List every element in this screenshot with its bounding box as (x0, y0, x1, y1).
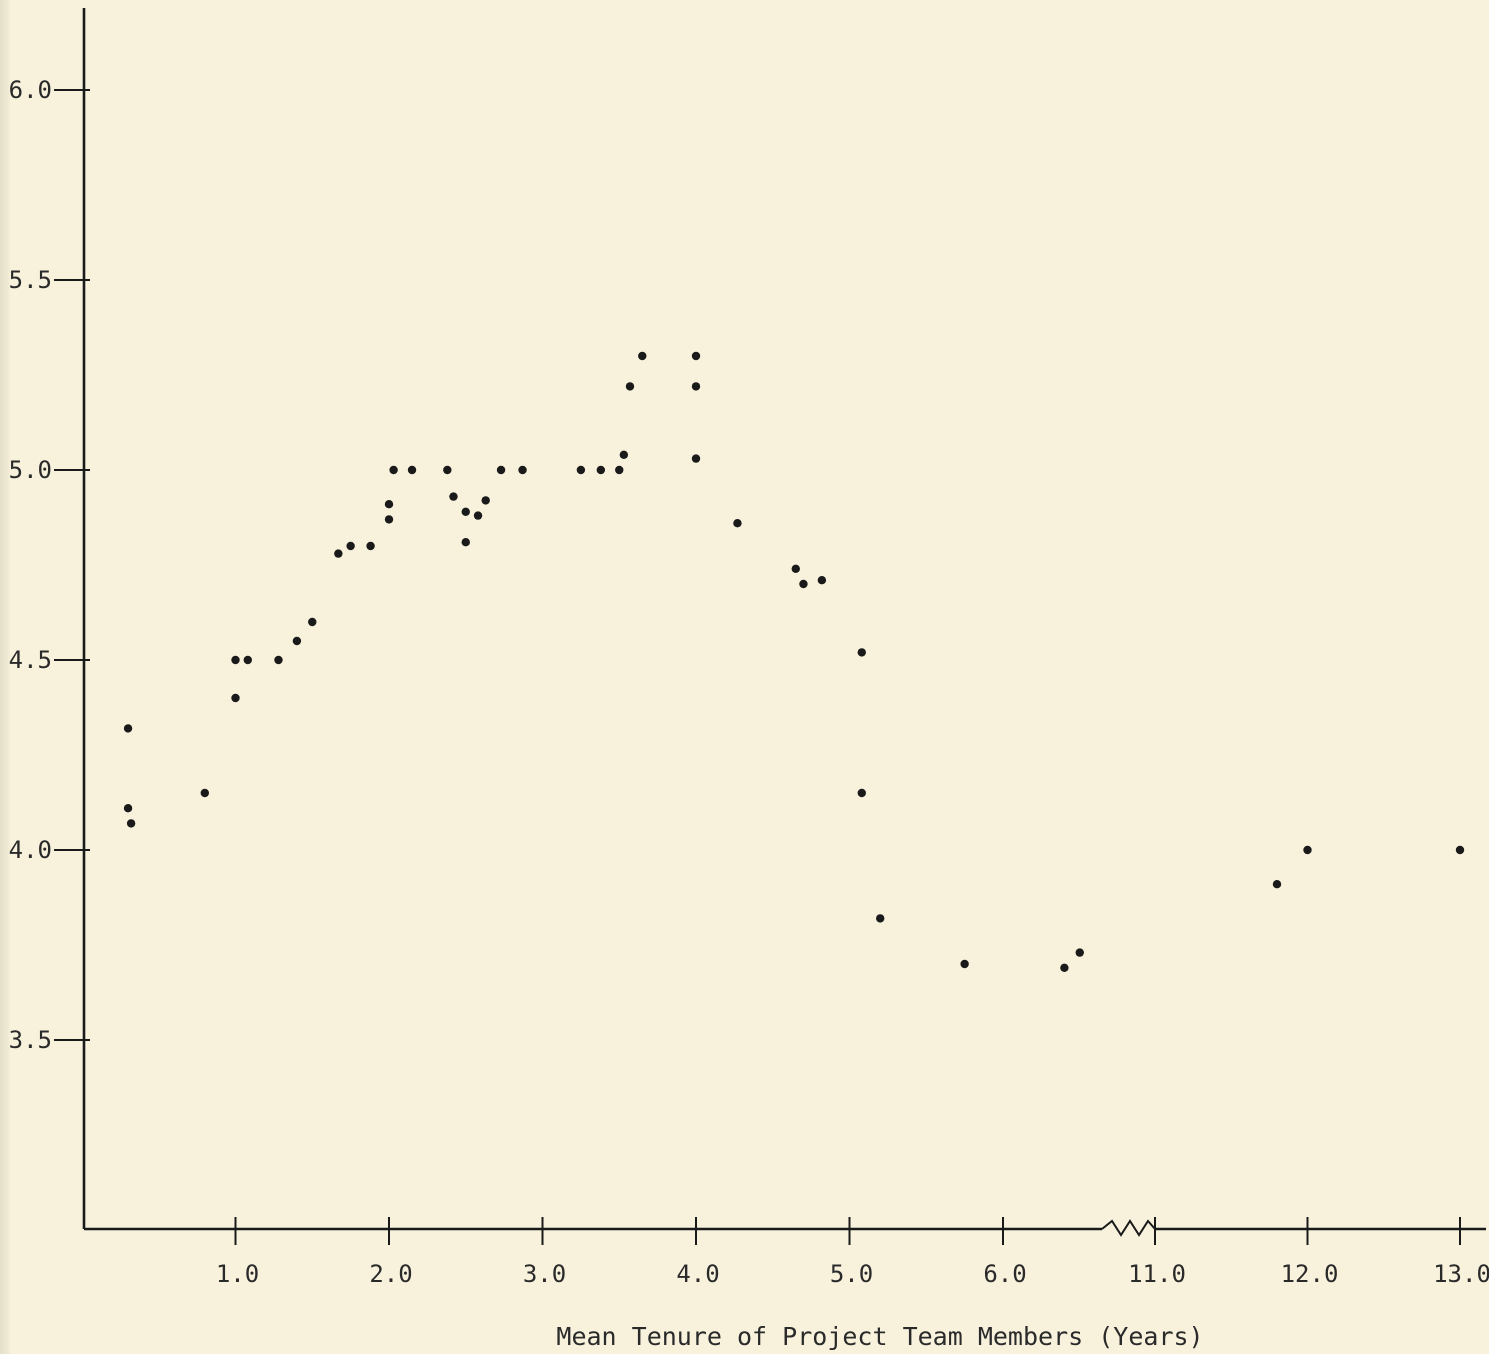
axes (82, 8, 1486, 1237)
data-point (691, 351, 701, 361)
data-point (576, 465, 586, 475)
data-point (384, 515, 394, 524)
x-axis-title: Mean Tenure of Project Team Members (Yea… (556, 1322, 1203, 1351)
scan-edge (0, 0, 10, 1354)
y-tick-label: 4.5 (9, 646, 52, 674)
x-tick-label: 2.0 (369, 1260, 412, 1288)
data-point (857, 648, 866, 657)
data-point (496, 465, 506, 475)
data-point (619, 450, 629, 459)
data-point (243, 655, 252, 665)
data-point (481, 496, 490, 505)
data-points (123, 351, 1465, 972)
data-point (799, 579, 808, 589)
data-point (817, 576, 827, 585)
data-point (126, 819, 136, 828)
data-point (625, 382, 635, 391)
data-point (231, 655, 240, 665)
data-point (274, 655, 283, 665)
data-point (1272, 880, 1282, 889)
data-point (791, 564, 800, 573)
y-axis-ticks: 3.5 4.0 4.5 5.0 5.5 6.0 (9, 76, 90, 1054)
data-point (389, 465, 398, 475)
data-point (443, 465, 452, 475)
x-tick-label: 6.0 (983, 1260, 1026, 1288)
data-point (123, 804, 133, 813)
data-point (518, 465, 527, 475)
x-tick-label: 5.0 (830, 1260, 873, 1288)
data-point (960, 959, 969, 969)
y-tick-label: 6.0 (9, 76, 52, 104)
data-point (596, 465, 606, 475)
x-tick-label: 12.0 (1281, 1260, 1339, 1288)
data-point (334, 549, 343, 558)
data-point (857, 788, 866, 798)
x-tick-label: 4.0 (676, 1260, 719, 1288)
data-point (292, 636, 302, 646)
x-axis-ticks: 1.0 2.0 3.0 4.0 5.0 6.0 11.0 12.0 13.0 (216, 1217, 1489, 1288)
x-tick-label: 3.0 (523, 1260, 566, 1288)
data-point (473, 511, 483, 520)
data-point (461, 507, 470, 516)
data-point (1060, 963, 1069, 972)
data-point (691, 454, 701, 463)
data-point (407, 465, 417, 475)
y-tick-label: 5.5 (9, 266, 52, 294)
data-point (308, 617, 317, 627)
x-tick-label: 1.0 (216, 1260, 259, 1288)
y-tick-label: 4.0 (9, 836, 52, 864)
data-point (449, 492, 458, 501)
data-point (1303, 845, 1312, 855)
data-point (384, 500, 394, 509)
data-point (876, 914, 885, 923)
x-tick-label: 11.0 (1128, 1260, 1186, 1288)
data-point (733, 519, 742, 528)
data-point (638, 351, 647, 361)
data-point (200, 788, 209, 798)
data-point (123, 724, 133, 733)
data-point (1075, 948, 1084, 957)
data-point (461, 538, 470, 547)
data-point (346, 541, 355, 551)
data-point (231, 693, 240, 703)
axis-break-zigzag (1101, 1219, 1156, 1237)
data-point (691, 382, 701, 391)
data-point (615, 465, 624, 475)
data-point (1455, 845, 1465, 855)
x-tick-label: 13.0 (1433, 1260, 1489, 1288)
data-point (366, 541, 375, 551)
y-tick-label: 3.5 (9, 1026, 52, 1054)
y-tick-label: 5.0 (9, 456, 52, 484)
